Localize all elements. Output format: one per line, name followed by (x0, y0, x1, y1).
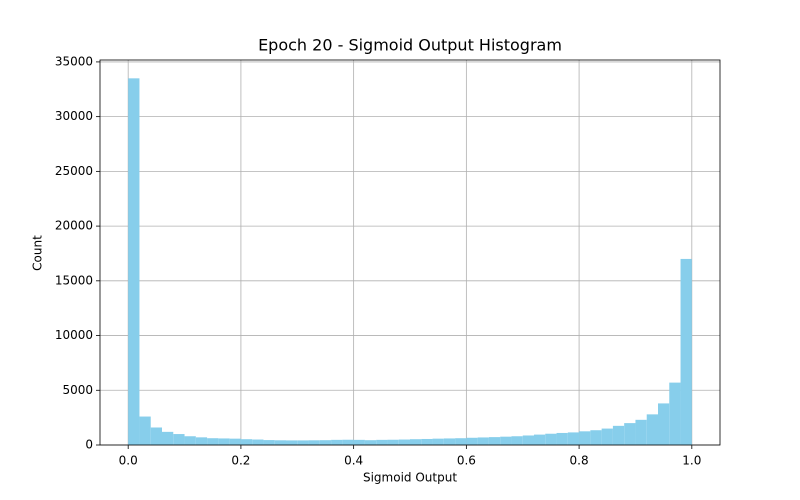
y-tick-label: 25000 (55, 164, 93, 178)
bar (511, 436, 523, 445)
bar (240, 439, 253, 445)
bar (139, 416, 151, 445)
x-tick-label: 0.4 (344, 454, 363, 468)
x-axis-label: Sigmoid Output (363, 471, 457, 485)
y-tick-label: 20000 (55, 219, 93, 233)
bar (128, 78, 140, 445)
y-tick-label: 30000 (55, 109, 93, 123)
bar (534, 434, 546, 445)
x-tick-label: 0.2 (231, 454, 250, 468)
bar (207, 438, 219, 445)
bar (624, 423, 636, 445)
bar (286, 440, 298, 445)
bar (466, 437, 478, 445)
bar (410, 439, 422, 445)
y-axis-label: Count (31, 235, 45, 271)
bar (432, 438, 444, 445)
bar (319, 440, 332, 445)
bar (364, 440, 377, 445)
bar (590, 430, 602, 445)
bar (274, 440, 286, 445)
plot-frame (99, 59, 721, 446)
bar (308, 440, 320, 445)
bar (556, 432, 568, 445)
y-tick-label: 35000 (55, 54, 93, 68)
bar (353, 439, 365, 445)
bar (150, 427, 162, 445)
bar (522, 435, 534, 445)
x-tick-label: 0.8 (570, 454, 589, 468)
bar (195, 437, 208, 445)
bar (218, 438, 230, 445)
y-tick-label: 0 (85, 438, 93, 452)
bar (455, 438, 467, 445)
bar (658, 403, 670, 445)
bar (252, 439, 264, 445)
y-tick-label: 10000 (55, 328, 93, 342)
bar (331, 439, 343, 445)
x-tick-label: 0.0 (119, 454, 138, 468)
bar (500, 436, 512, 445)
x-tick-label: 1.0 (682, 454, 701, 468)
bar (342, 439, 354, 445)
y-tick-label: 5000 (62, 383, 93, 397)
x-tick-label: 0.6 (457, 454, 476, 468)
bar (184, 436, 196, 445)
bar (173, 434, 185, 445)
bar (612, 425, 625, 445)
bar (421, 438, 433, 445)
bar (601, 428, 613, 445)
bar (488, 437, 501, 445)
bar (297, 440, 309, 445)
bar (162, 431, 174, 445)
bar (387, 439, 399, 445)
y-tick-label: 15000 (55, 273, 93, 287)
chart-title: Epoch 20 - Sigmoid Output Histogram (258, 36, 562, 55)
bar (545, 433, 557, 445)
bar (669, 382, 681, 445)
bar (229, 438, 241, 445)
bar (646, 414, 658, 445)
bar (263, 440, 275, 445)
bar (376, 439, 388, 445)
bar (579, 431, 591, 445)
bar (443, 438, 456, 445)
bar (567, 432, 580, 445)
bar (680, 258, 692, 445)
bar (477, 437, 489, 445)
bar (635, 419, 647, 445)
bar (398, 439, 410, 445)
